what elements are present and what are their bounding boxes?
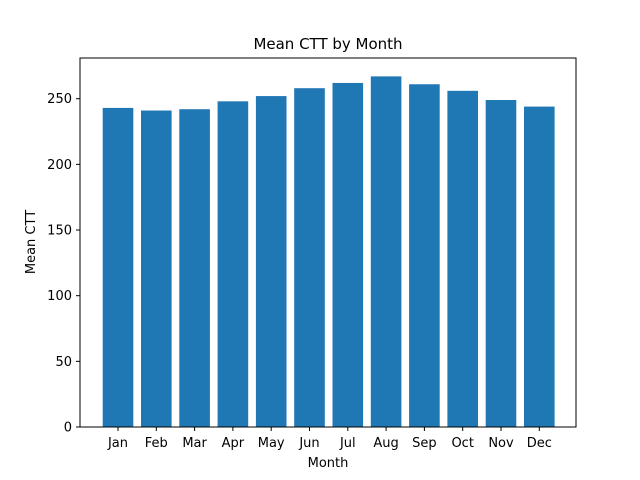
x-tick-label: Feb bbox=[145, 436, 168, 451]
x-axis-ticks: Jan Feb Mar Apr May Jun Jul Aug Sep Oct Nov Dec bbox=[107, 427, 552, 451]
x-tick-label: Dec bbox=[527, 436, 552, 451]
bar-sep bbox=[409, 84, 440, 428]
x-tick-label: Apr bbox=[222, 436, 245, 451]
y-axis-label: Mean CTT bbox=[24, 210, 39, 274]
x-tick-label: Jun bbox=[298, 436, 319, 451]
bar-mar bbox=[179, 109, 210, 427]
bars-group bbox=[102, 76, 555, 428]
bar-jun bbox=[294, 88, 325, 427]
x-tick-label: Nov bbox=[488, 436, 514, 451]
bar-aug bbox=[370, 76, 402, 427]
y-tick-label: 200 bbox=[47, 158, 72, 173]
bar-jan bbox=[102, 107, 134, 427]
x-tick-label: Oct bbox=[451, 436, 473, 451]
y-tick-label: 50 bbox=[55, 355, 72, 370]
bar-apr bbox=[217, 101, 249, 427]
bar-oct bbox=[447, 90, 478, 428]
y-tick-label: 0 bbox=[64, 421, 72, 436]
y-tick-label: 100 bbox=[47, 289, 72, 304]
bar-may bbox=[255, 96, 287, 427]
x-tick-label: Mar bbox=[182, 436, 207, 451]
x-axis-label: Month bbox=[308, 456, 349, 471]
x-tick-label: Jan bbox=[107, 436, 128, 451]
y-tick-label: 250 bbox=[47, 92, 72, 107]
x-tick-label: May bbox=[258, 436, 285, 451]
chart-title: Mean CTT by Month bbox=[253, 35, 402, 53]
x-tick-label: Sep bbox=[412, 436, 437, 451]
x-tick-label: Jul bbox=[339, 436, 356, 451]
bar-jul bbox=[332, 82, 364, 427]
y-tick-label: 150 bbox=[47, 224, 72, 239]
x-tick-label: Aug bbox=[373, 436, 398, 451]
plot-frame bbox=[79, 57, 577, 428]
bar-feb bbox=[141, 110, 172, 428]
bar-nov bbox=[485, 100, 517, 427]
bar-dec bbox=[524, 106, 555, 427]
y-axis-ticks: 0 50 100 150 200 250 bbox=[47, 92, 80, 436]
